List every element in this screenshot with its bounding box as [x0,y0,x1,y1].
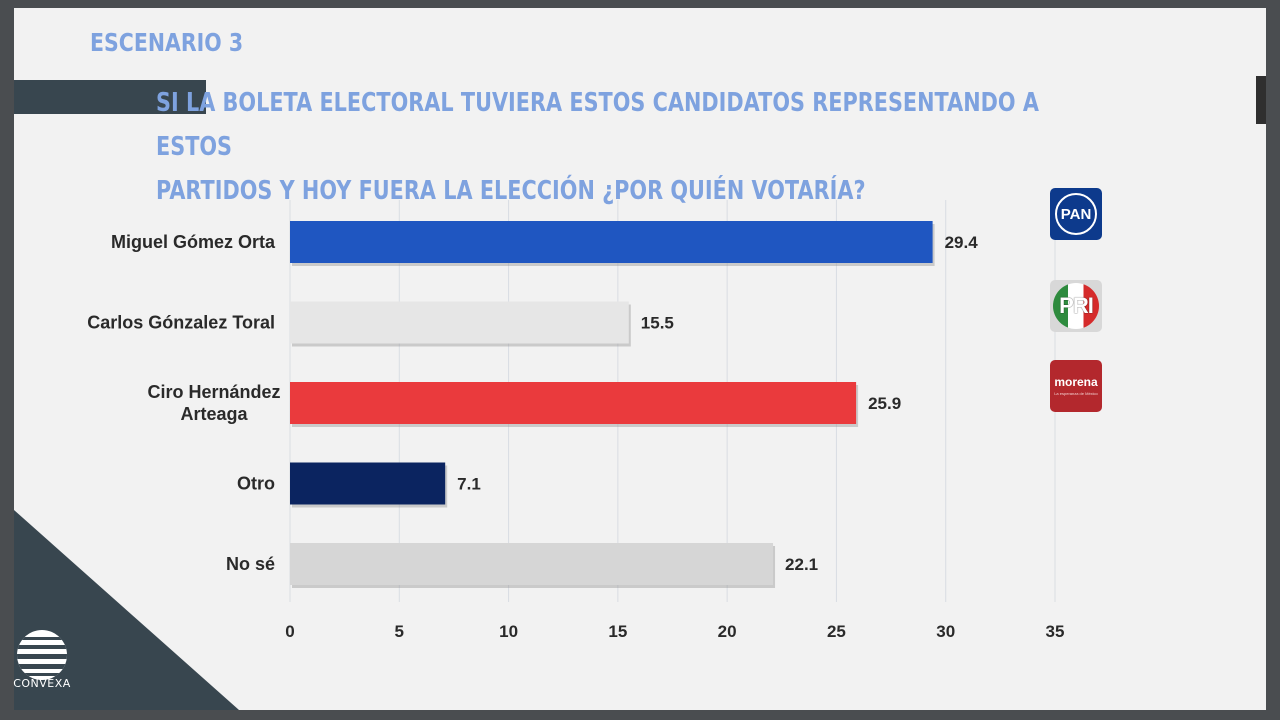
slide: ESCENARIO 3 SI LA BOLETA ELECTORAL TUVIE… [14,8,1266,710]
brand-name: CONVEXA [13,677,71,690]
category-label: Otro [237,474,275,494]
category-label: Carlos Gónzalez Toral [87,313,275,333]
pri-logo-circle [1053,283,1099,329]
x-tick-label: 10 [499,622,518,641]
bar [290,221,933,263]
category-label-line: Otro [237,474,275,494]
pan-logo-text: PAN [1055,193,1097,235]
question-line-2: PARTIDOS Y HOY FUERA LA ELECCIÓN ¿POR QU… [156,176,866,206]
category-label: No sé [226,554,275,574]
x-tick-label: 20 [718,622,737,641]
x-tick-label: 30 [936,622,955,641]
category-label-line: Arteaga [180,404,248,424]
bar [290,301,629,344]
slide-edge-tab [1256,76,1266,124]
bar [290,462,446,505]
category-label-line: Ciro Hernández [147,382,280,402]
value-label: 29.4 [945,233,979,252]
x-tick-label: 15 [608,622,627,641]
category-label-line: No sé [226,554,275,574]
category-label-line: Carlos Gónzalez Toral [87,313,275,333]
category-label-line: Miguel Gómez Orta [111,232,276,252]
scenario-title: ESCENARIO 3 [90,28,244,57]
question-text: SI LA BOLETA ELECTORAL TUVIERA ESTOS CAN… [156,81,1068,213]
x-tick-label: 5 [395,622,404,641]
morena-logo: morena La esperanza de México [1050,360,1102,412]
question-line-1: SI LA BOLETA ELECTORAL TUVIERA ESTOS CAN… [156,88,1039,162]
value-label: 15.5 [641,314,674,333]
category-label: Ciro Hernández Arteaga [147,382,280,424]
pri-logo-text: PRI [1059,293,1094,318]
morena-logo-subtext: La esperanza de México [1054,391,1098,396]
x-tick-label: 25 [827,622,846,641]
category-label: Miguel Gómez Orta [111,232,276,252]
convexa-globe-icon [17,630,67,680]
morena-logo-text: morena [1054,375,1098,389]
value-label: 22.1 [785,555,818,574]
value-label: 7.1 [457,475,481,494]
x-tick-label: 35 [1046,622,1065,641]
x-tick-label: 0 [285,622,294,641]
pri-logo: PRI [1050,280,1102,332]
bar [290,382,857,424]
value-label: 25.9 [868,394,901,413]
bar [290,543,774,585]
pan-logo: PAN [1050,188,1102,240]
title-accent-bar [14,80,206,114]
